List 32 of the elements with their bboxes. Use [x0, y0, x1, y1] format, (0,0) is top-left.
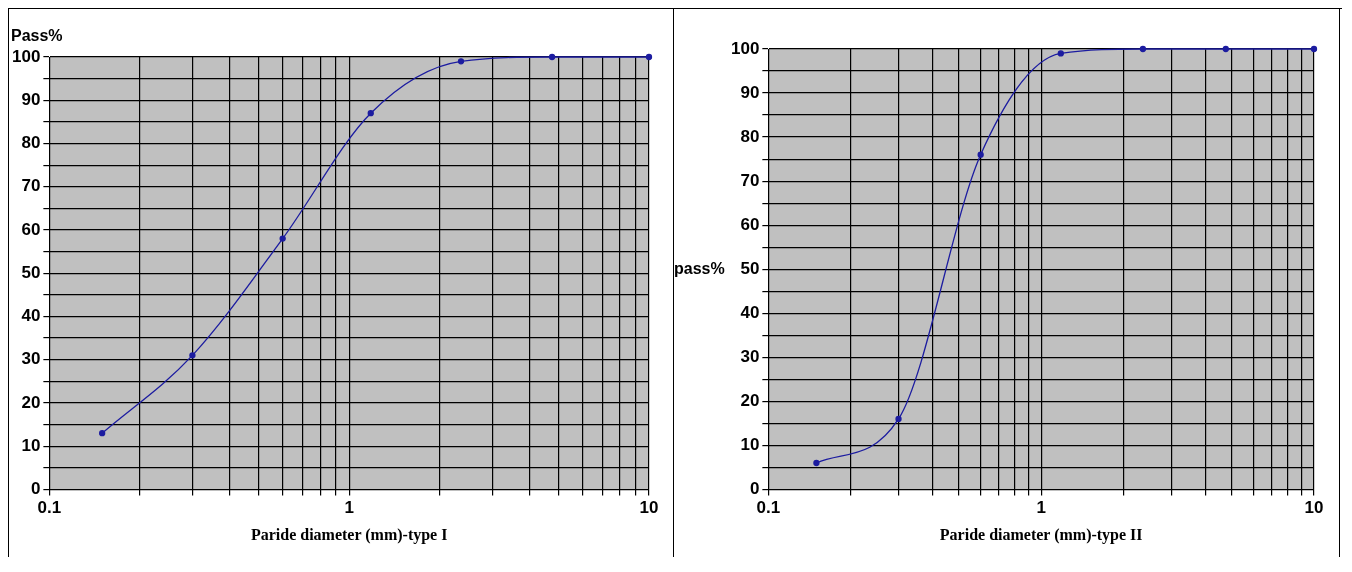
y-tick-label: 0 [30, 479, 41, 499]
y-tick-label: 100 [11, 46, 41, 66]
y-tick-label: 20 [740, 391, 760, 411]
y-tick-label: 70 [740, 170, 760, 190]
y-tick-label: 50 [21, 262, 41, 282]
x-axis-title: Paride diameter (mm)-type I [250, 525, 448, 544]
y-tick-label: 50 [740, 258, 760, 278]
y-tick-label: 80 [740, 126, 760, 146]
y-tick-label: 70 [21, 176, 41, 196]
x-axis-title: Paride diameter (mm)-type II [939, 525, 1143, 544]
y-axis-title: Pass% [11, 27, 63, 45]
x-tick-label: 10 [639, 498, 659, 518]
y-tick-label: 90 [21, 89, 41, 109]
y-tick-label: 100 [730, 38, 760, 58]
y-tick-label: 20 [21, 392, 41, 412]
y-tick-label: 80 [21, 133, 41, 153]
y-tick-label: 40 [21, 306, 41, 326]
y-tick-label: 40 [740, 302, 760, 322]
y-tick-label: 30 [740, 346, 760, 366]
x-tick-label: 1 [344, 498, 354, 518]
y-tick-label: 60 [21, 219, 41, 239]
y-tick-label: 10 [21, 435, 41, 455]
y-tick-label: 10 [740, 435, 760, 455]
y-tick-label: 90 [740, 82, 760, 102]
y-tick-label: 60 [740, 214, 760, 234]
y-tick-label: 30 [21, 349, 41, 369]
x-tick-label: 10 [1304, 498, 1324, 518]
y-axis-title: pass% [674, 259, 725, 277]
x-tick-label: 0.1 [756, 498, 781, 518]
y-tick-label: 0 [749, 479, 760, 499]
x-tick-label: 1 [1036, 498, 1046, 518]
x-tick-label: 0.1 [37, 498, 62, 518]
